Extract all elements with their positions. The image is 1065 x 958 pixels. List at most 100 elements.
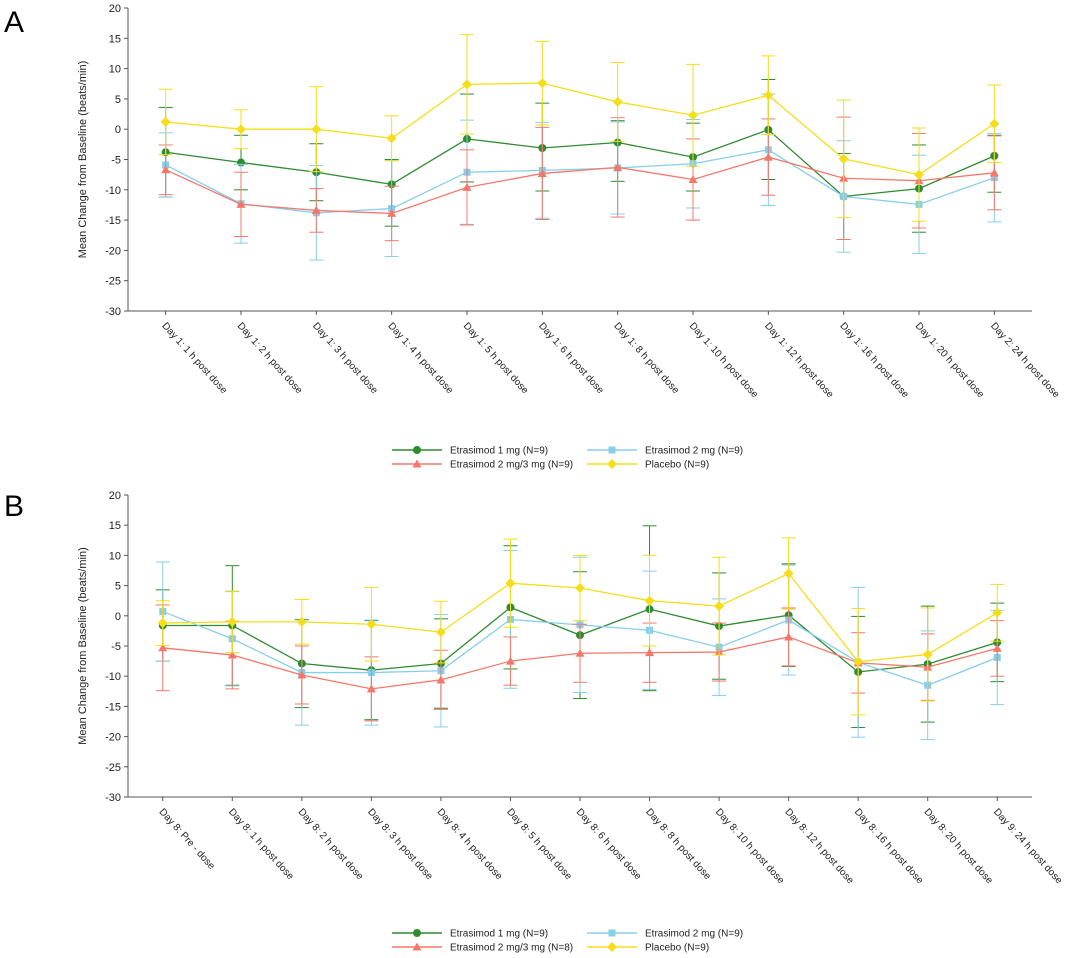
legend-marker-circle	[413, 446, 421, 454]
data-point-triangle	[763, 152, 773, 161]
x-tick-label: Day 2: 24 h post dose	[988, 321, 1062, 401]
y-tick-label: 15	[109, 520, 121, 532]
data-point-triangle	[505, 656, 515, 665]
data-point-triangle	[462, 182, 472, 191]
x-tick-label: Day 1: 8 h post dose	[611, 321, 681, 397]
data-point-triangle	[297, 670, 307, 679]
data-point-triangle	[613, 162, 623, 171]
legend-label: Etrasimod 1 mg (N=9)	[450, 446, 548, 457]
series-line	[165, 129, 995, 198]
data-point-triangle	[436, 675, 446, 684]
x-tick-label: Day 8: 8 h post dose	[643, 807, 713, 883]
data-point-triangle	[575, 648, 585, 657]
data-point-diamond	[386, 133, 397, 144]
x-tick-label: Day 1: 10 h post dose	[687, 321, 761, 401]
data-point-diamond	[783, 568, 794, 579]
data-point-diamond	[462, 79, 472, 90]
legend-marker-triangle	[412, 459, 422, 468]
x-tick-label: Day 8: 20 h post dose	[921, 807, 995, 887]
series-etr1	[158, 79, 1002, 240]
data-point-diamond	[227, 616, 238, 627]
data-point-diamond	[366, 619, 377, 630]
x-tick-label: Day 1: 20 h post dose	[913, 321, 987, 401]
chart-panel-a: 20 15 10 5 0 -5 -10 -15 -20 -25 -30 Mean Change fro…	[77, 3, 1062, 471]
legend-marker-diamond	[607, 942, 617, 952]
legend-label: Etrasimod 2 mg/3 mg (N=8)	[450, 943, 573, 954]
legend-label: Etrasimod 1 mg (N=9)	[450, 929, 548, 940]
legend-marker-diamond	[607, 459, 617, 469]
x-tick-label: Day 8: 2 h post dose	[296, 807, 366, 883]
data-point-triangle	[387, 208, 397, 217]
data-point-triangle	[236, 199, 246, 208]
x-tick-label: Day 1: 1 h post dose	[159, 321, 229, 397]
x-tick-label: Day 8: Pre - dose	[157, 807, 218, 873]
data-point-diamond	[505, 578, 516, 589]
x-tick-label: Day 1: 6 h post dose	[536, 321, 606, 397]
data-point-diamond	[236, 124, 246, 135]
data-point-diamond	[688, 110, 698, 121]
data-point-triangle	[227, 650, 237, 659]
y-tick-label: 0	[115, 611, 121, 623]
data-point-triangle	[688, 174, 698, 183]
y-tick-label: 10	[109, 550, 121, 562]
y-tick-label: -10	[105, 671, 121, 683]
series-etr2	[158, 93, 1002, 261]
y-tick-label: 20	[109, 490, 121, 502]
data-point-diamond	[914, 169, 924, 180]
y-axis-title: Mean Change from Baseline (beats/min)	[77, 547, 89, 744]
data-point-diamond	[575, 583, 585, 594]
y-tick-label: -30	[105, 306, 121, 318]
legend-label: Placebo (N=9)	[645, 943, 709, 954]
data-point-triangle	[311, 205, 321, 214]
y-tick-label: -25	[105, 762, 121, 774]
legend-label: Etrasimod 2 mg (N=9)	[645, 929, 743, 940]
x-tick-label: Day 1: 2 h post dose	[235, 321, 305, 397]
x-tick-label: Day 8: 4 h post dose	[435, 807, 505, 883]
y-tick-label: -15	[105, 215, 121, 227]
y-axis-title: Mean Change from Baseline (beats/min)	[77, 61, 89, 258]
data-point-triangle	[158, 643, 168, 652]
legend-marker-square	[608, 446, 616, 454]
y-tick-label: -30	[105, 792, 121, 804]
legend: Etrasimod 1 mg (N=9) Etrasimod 2 mg (N=9)…	[392, 929, 743, 954]
data-point-diamond	[922, 649, 933, 660]
data-point-diamond	[644, 595, 655, 606]
y-tick-label: 5	[115, 581, 121, 593]
legend-marker-triangle	[412, 942, 422, 951]
series-etr23	[158, 116, 1002, 242]
data-point-diamond	[989, 118, 1000, 129]
legend-marker-circle	[413, 929, 421, 937]
data-point-triangle	[989, 168, 999, 177]
series-line	[165, 149, 995, 214]
data-point-diamond	[311, 124, 322, 135]
legend-marker-square	[608, 929, 616, 937]
y-tick-label: -10	[105, 185, 121, 197]
x-tick-label: Day 9: 24 h post dose	[991, 807, 1065, 887]
y-tick-label: 5	[115, 94, 121, 106]
x-tick-label: Day 1: 16 h post dose	[837, 321, 911, 401]
x-tick-label: Day 1: 12 h post dose	[762, 321, 836, 401]
series-line	[165, 156, 995, 215]
series-placebo	[155, 537, 1005, 716]
y-tick-label: 10	[109, 64, 121, 76]
chart-panel-b: 20 15 10 5 0 -5 -10 -15 -20 -25 -30 Mean Change fro…	[77, 490, 1065, 954]
y-tick-label: 15	[109, 33, 121, 45]
data-point-diamond	[714, 601, 725, 612]
y-tick-label: -5	[111, 641, 121, 653]
panel-a-letter: A	[4, 6, 24, 39]
x-tick-label: Day 8: 10 h post dose	[713, 807, 787, 887]
data-point-diamond	[992, 607, 1003, 618]
legend-label: Etrasimod 2 mg/3 mg (N=9)	[450, 460, 573, 471]
data-point-diamond	[160, 116, 171, 127]
x-tick-label: Day 8: 16 h post dose	[852, 807, 926, 887]
series-line	[165, 82, 995, 176]
legend-label: Etrasimod 2 mg (N=9)	[645, 446, 743, 457]
data-point-diamond	[157, 618, 168, 629]
y-tick-label: -20	[105, 732, 121, 744]
legend: Etrasimod 1 mg (N=9) Etrasimod 2 mg (N=9)…	[392, 446, 743, 471]
data-point-diamond	[612, 96, 623, 107]
legend-label: Placebo (N=9)	[645, 460, 709, 471]
y-tick-label: -25	[105, 276, 121, 288]
x-tick-label: Day 1: 5 h post dose	[461, 321, 531, 397]
